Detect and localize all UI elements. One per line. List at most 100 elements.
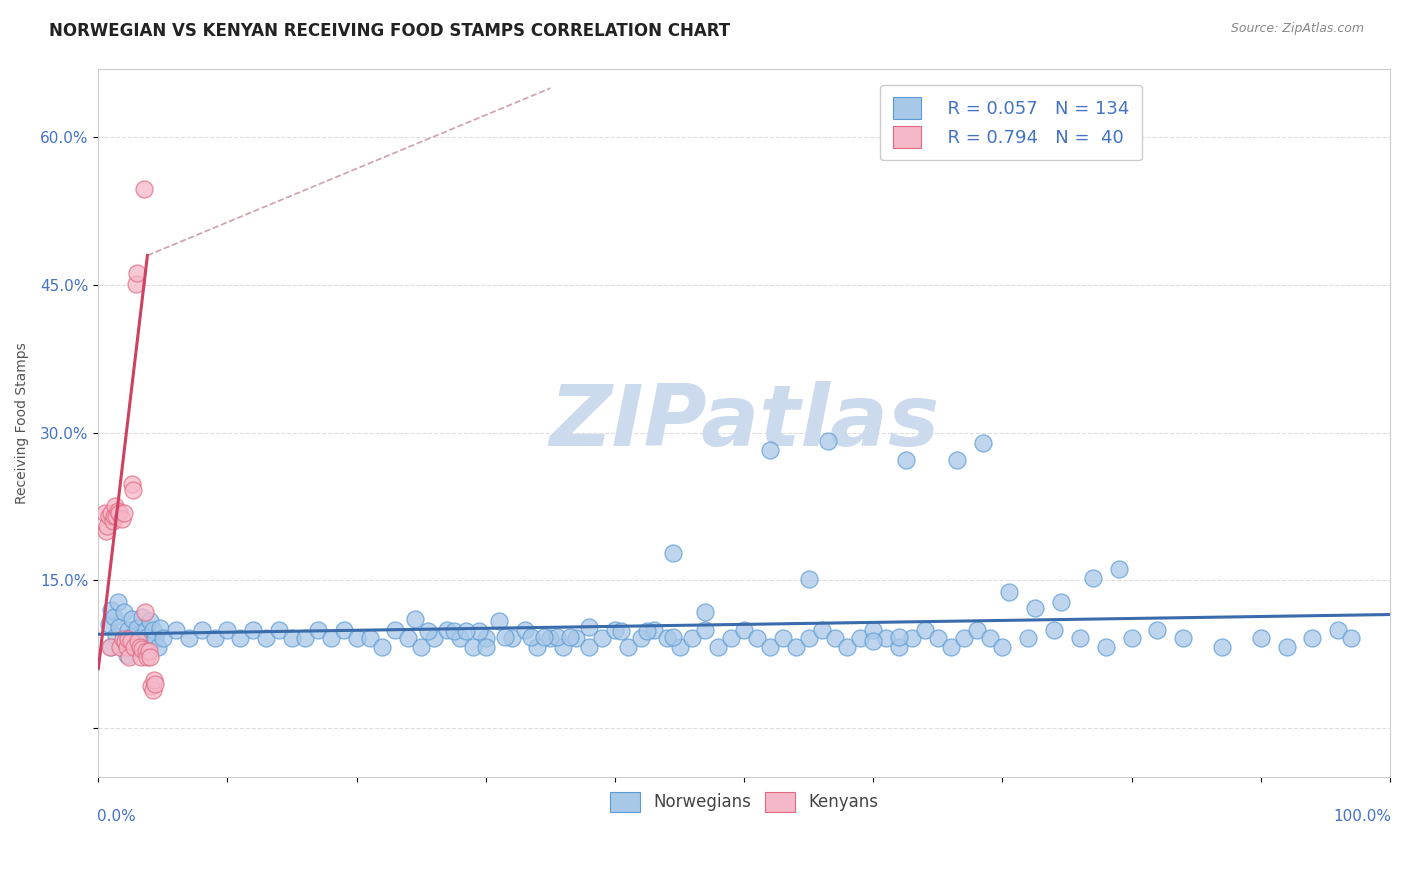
Point: [118, 649, 141, 664]
Point: [319, 631, 342, 645]
Point: [475, 640, 498, 654]
Point: [1108, 562, 1130, 576]
Point: [100, 640, 122, 654]
Point: [129, 649, 152, 664]
Point: [411, 640, 433, 654]
Point: [122, 483, 145, 497]
Point: [346, 631, 368, 645]
Point: [998, 585, 1021, 599]
Point: [558, 630, 581, 644]
Point: [294, 631, 316, 645]
Point: [662, 545, 685, 559]
Point: [1017, 631, 1039, 645]
Point: [662, 630, 685, 644]
Point: [591, 631, 613, 645]
Point: [887, 640, 910, 654]
Point: [396, 631, 419, 645]
Point: [107, 504, 129, 518]
Point: [668, 640, 690, 654]
Point: [1024, 600, 1046, 615]
Point: [526, 640, 548, 654]
Point: [110, 512, 132, 526]
Point: [946, 453, 969, 467]
Point: [131, 642, 153, 657]
Point: [98, 640, 121, 654]
Point: [1121, 631, 1143, 645]
Point: [1327, 624, 1350, 638]
Point: [281, 631, 304, 645]
Point: [901, 631, 924, 645]
Point: [553, 640, 575, 654]
Point: [105, 509, 128, 524]
Point: [138, 644, 160, 658]
Point: [1250, 631, 1272, 645]
Point: [643, 624, 665, 638]
Point: [101, 514, 124, 528]
Point: [128, 631, 150, 645]
Point: [141, 679, 163, 693]
Point: [456, 624, 478, 639]
Point: [817, 434, 839, 449]
Point: [125, 621, 148, 635]
Point: [733, 624, 755, 638]
Point: [143, 632, 166, 647]
Point: [939, 640, 962, 654]
Point: [242, 624, 264, 638]
Point: [468, 624, 491, 639]
Point: [100, 602, 122, 616]
Point: [894, 453, 917, 467]
Point: [578, 620, 600, 634]
Text: Source: ZipAtlas.com: Source: ZipAtlas.com: [1230, 22, 1364, 36]
Point: [538, 631, 561, 645]
Point: [112, 605, 135, 619]
Point: [578, 640, 600, 654]
Point: [139, 615, 162, 629]
Point: [134, 605, 156, 619]
Point: [110, 638, 132, 652]
Point: [110, 640, 132, 654]
Point: [436, 624, 458, 638]
Point: [307, 624, 329, 638]
Point: [131, 610, 153, 624]
Point: [1301, 631, 1323, 645]
Point: [139, 649, 162, 664]
Point: [124, 640, 146, 654]
Point: [1049, 595, 1071, 609]
Point: [494, 630, 516, 644]
Point: [475, 631, 498, 645]
Point: [135, 624, 157, 638]
Point: [1043, 624, 1066, 638]
Point: [103, 610, 125, 624]
Point: [862, 624, 884, 638]
Point: [111, 632, 134, 647]
Point: [97, 617, 120, 632]
Point: [132, 640, 155, 654]
Point: [759, 443, 782, 458]
Point: [862, 634, 884, 648]
Point: [837, 640, 859, 654]
Point: [152, 631, 174, 645]
Point: [1340, 631, 1362, 645]
Point: [707, 640, 730, 654]
Point: [488, 615, 510, 629]
Text: 0.0%: 0.0%: [97, 809, 136, 823]
Text: 100.0%: 100.0%: [1333, 809, 1391, 823]
Point: [630, 631, 652, 645]
Point: [115, 640, 138, 654]
Point: [1069, 631, 1091, 645]
Point: [108, 620, 131, 634]
Point: [682, 631, 704, 645]
Point: [404, 612, 426, 626]
Point: [135, 644, 157, 658]
Point: [745, 631, 768, 645]
Point: [772, 631, 794, 645]
Point: [146, 640, 169, 654]
Point: [952, 631, 974, 645]
Point: [124, 640, 146, 655]
Point: [603, 624, 626, 638]
Point: [759, 640, 782, 654]
Point: [695, 624, 717, 638]
Point: [797, 631, 820, 645]
Point: [125, 266, 148, 280]
Point: [190, 624, 212, 638]
